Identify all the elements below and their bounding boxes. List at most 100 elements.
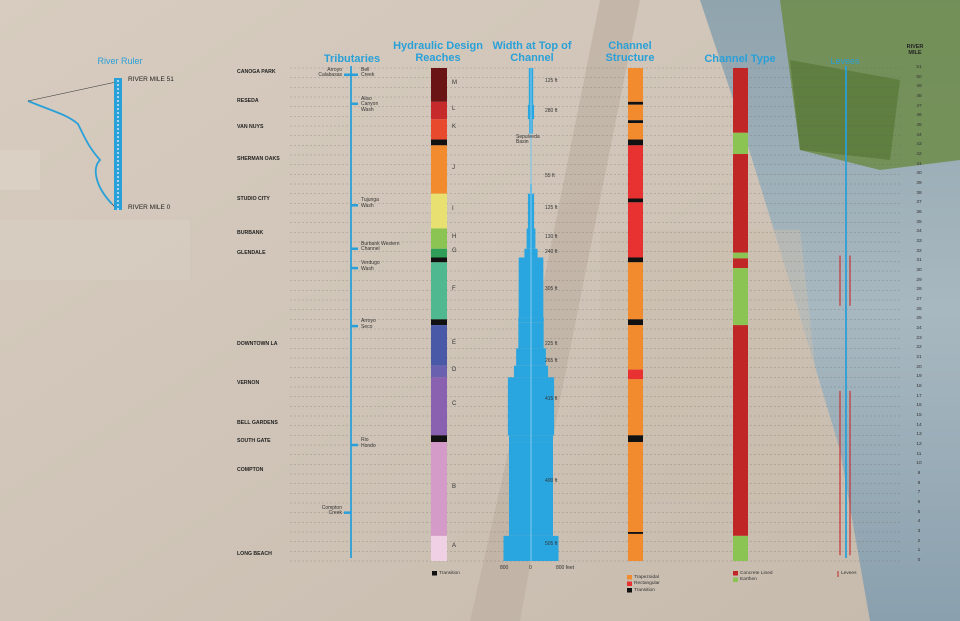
ruler-tick bbox=[117, 200, 119, 202]
city-label: CANOGA PARK bbox=[237, 68, 276, 75]
levees-column bbox=[839, 66, 851, 558]
reach-segment bbox=[431, 257, 447, 263]
river-mile-tick: 26 bbox=[916, 306, 922, 312]
river-mile-tick: 12 bbox=[916, 442, 922, 447]
legend-type-label: Concrete Lined bbox=[740, 570, 773, 576]
legend-hydraulic-label: Transition bbox=[439, 570, 460, 576]
width-label: 265 ft bbox=[545, 357, 558, 364]
width-axis-right: 800 feet bbox=[556, 565, 575, 571]
header-river-ruler: River Ruler bbox=[97, 56, 143, 66]
city-label: VERNON bbox=[237, 380, 260, 387]
reach-segment bbox=[431, 228, 447, 249]
tributaries-column bbox=[344, 66, 358, 558]
legend-structure-swatch bbox=[627, 581, 632, 586]
river-mile-tick: 21 bbox=[916, 355, 922, 360]
reach-label: H bbox=[452, 233, 457, 240]
structure-segment bbox=[628, 123, 643, 140]
reach-label: I bbox=[452, 206, 454, 213]
river-mile-tick: 49 bbox=[916, 84, 922, 90]
width-label: 280 ft bbox=[545, 108, 558, 115]
river-path bbox=[27, 100, 113, 205]
river-mile-tick: 5 bbox=[917, 509, 921, 515]
river-mile-tick: 19 bbox=[916, 374, 922, 380]
reach-segment bbox=[431, 262, 447, 320]
structure-segment bbox=[628, 101, 643, 105]
ruler-tick bbox=[117, 192, 119, 194]
river-mile-tick: 30 bbox=[916, 268, 922, 273]
channel-structure-column bbox=[628, 68, 643, 561]
river-ruler bbox=[27, 78, 122, 210]
structure-segment bbox=[628, 532, 643, 534]
width-label: 130 ft bbox=[545, 234, 558, 241]
ruler-tick bbox=[117, 84, 119, 86]
river-mile-tick: 38 bbox=[916, 190, 922, 196]
river-mile-tick: 10 bbox=[916, 461, 922, 467]
channel-width-column bbox=[503, 68, 559, 561]
structure-segment bbox=[628, 68, 643, 102]
legend-levee-label: Levees bbox=[841, 571, 857, 576]
reach-segment bbox=[431, 68, 447, 102]
city-label: LONG BEACH bbox=[237, 551, 272, 558]
width-label: 125 ft bbox=[545, 205, 558, 212]
structure-segment bbox=[628, 139, 643, 146]
river-mile-tick: 18 bbox=[916, 384, 922, 389]
river-mile-tick: 4 bbox=[917, 519, 921, 525]
type-segment bbox=[733, 68, 748, 133]
tributary-label: Arroyo Seco bbox=[361, 318, 376, 330]
river-mile-tick: 45 bbox=[916, 123, 922, 128]
reach-segment bbox=[431, 319, 447, 326]
structure-segment bbox=[628, 202, 643, 258]
ruler-tick bbox=[117, 148, 119, 150]
width-label: 125 ft bbox=[545, 77, 558, 84]
channel-type-column bbox=[733, 68, 748, 561]
river-mile-tick: 33 bbox=[916, 239, 922, 244]
ruler-tick bbox=[117, 96, 119, 98]
header-tributaries: Tributaries bbox=[323, 53, 381, 65]
river-mile-tick: 0 bbox=[917, 558, 921, 563]
city-label: GLENDALE bbox=[237, 249, 266, 256]
width-label: 505 ft bbox=[545, 540, 558, 547]
city-label: SHERMAN OAKS bbox=[237, 155, 280, 162]
river-mile-tick: 24 bbox=[916, 326, 922, 331]
width-label: 400 ft bbox=[545, 477, 558, 484]
width-label: 55 ft bbox=[545, 173, 555, 180]
ruler-tick bbox=[117, 80, 119, 82]
river-mile-tick: 28 bbox=[916, 287, 922, 293]
reach-segment bbox=[431, 193, 447, 229]
ruler-tick bbox=[117, 188, 119, 190]
ruler-bottom-label: RIVER MILE 0 bbox=[128, 204, 171, 211]
tributary-label: Arroyo Calabasas bbox=[318, 66, 342, 79]
river-mile-tick: 11 bbox=[916, 451, 922, 457]
type-segment bbox=[733, 252, 748, 259]
city-label: VAN NUYS bbox=[237, 123, 264, 130]
tributary-label: Bell Creek bbox=[361, 66, 375, 79]
type-segment bbox=[733, 154, 748, 253]
structure-segment bbox=[628, 145, 643, 199]
ruler-tick bbox=[117, 152, 119, 154]
header-structure: Channel Structure bbox=[605, 40, 655, 64]
legend-structure-label: Transition bbox=[634, 587, 655, 593]
reach-label: D bbox=[452, 366, 457, 373]
river-mile-tick: 2 bbox=[917, 538, 921, 544]
river-mile-tick: 40 bbox=[916, 171, 922, 177]
ruler-tick bbox=[117, 88, 119, 90]
width-label: 225 ft bbox=[545, 341, 558, 348]
ruler-tick bbox=[117, 208, 119, 210]
ruler-tick bbox=[117, 100, 119, 102]
city-label: STUDIO CITY bbox=[237, 196, 270, 203]
reach-label: K bbox=[452, 124, 457, 131]
river-mile-tick: 41 bbox=[916, 161, 922, 167]
city-label: BURBANK bbox=[237, 230, 264, 237]
reach-segment bbox=[431, 365, 447, 378]
river-mile-tick: 51 bbox=[916, 65, 922, 70]
legends bbox=[432, 571, 839, 593]
river-mile-tick: 39 bbox=[916, 181, 922, 186]
ruler-tick bbox=[117, 160, 119, 162]
tributary-label: Burbank Western Channel bbox=[361, 240, 400, 253]
ruler-tick bbox=[117, 92, 119, 94]
reach-label: M bbox=[452, 79, 457, 86]
river-mile-tick: 35 bbox=[916, 219, 922, 225]
reach-segment bbox=[431, 119, 447, 140]
reach-label: A bbox=[452, 543, 457, 550]
river-mile-tick: 29 bbox=[916, 277, 922, 283]
